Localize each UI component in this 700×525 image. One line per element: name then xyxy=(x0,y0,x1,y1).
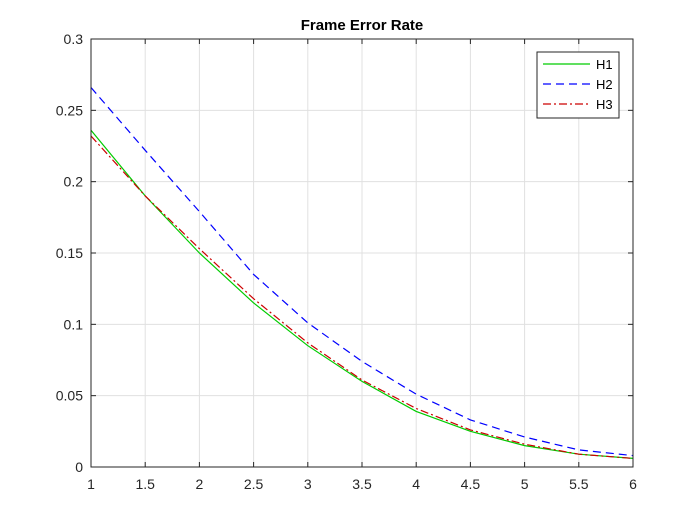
x-tick-label: 6 xyxy=(629,476,637,492)
y-tick-label: 0.2 xyxy=(64,174,84,190)
y-tick-label: 0.25 xyxy=(56,102,83,118)
y-tick-label: 0.15 xyxy=(56,245,83,261)
x-tick-label: 2 xyxy=(196,476,204,492)
x-tick-label: 1 xyxy=(87,476,95,492)
x-tick-label: 4.5 xyxy=(461,476,481,492)
legend-box xyxy=(536,51,620,119)
x-tick-label: 3.5 xyxy=(352,476,372,492)
legend-label-h2: H2 xyxy=(596,77,613,92)
x-tick-label: 1.5 xyxy=(135,476,155,492)
x-tick-label: 2.5 xyxy=(244,476,264,492)
x-tick-label: 4 xyxy=(412,476,420,492)
x-tick-label: 5 xyxy=(521,476,529,492)
axis-ticks: 1 1.5 2 2.5 3 3.5 4 4.5 5 5.5 6 0 0.05 0.1 0.15 0.2 0.25… xyxy=(56,31,637,492)
chart-title: Frame Error Rate xyxy=(301,17,424,34)
series-line-h3 xyxy=(90,135,634,459)
y-tick-label: 0.05 xyxy=(56,388,83,404)
legend-label-h3: H3 xyxy=(596,97,613,112)
series-lines xyxy=(90,87,634,459)
series-line-h1 xyxy=(90,129,634,459)
y-tick-label: 0.1 xyxy=(64,316,84,332)
legend: H1 H2 H3 xyxy=(536,51,620,119)
series-line-h2 xyxy=(90,87,634,457)
y-tick-label: 0.3 xyxy=(64,31,84,47)
x-tick-label: 3 xyxy=(304,476,312,492)
y-tick-label: 0 xyxy=(75,459,83,475)
x-tick-label: 5.5 xyxy=(569,476,589,492)
legend-label-h1: H1 xyxy=(596,57,613,72)
